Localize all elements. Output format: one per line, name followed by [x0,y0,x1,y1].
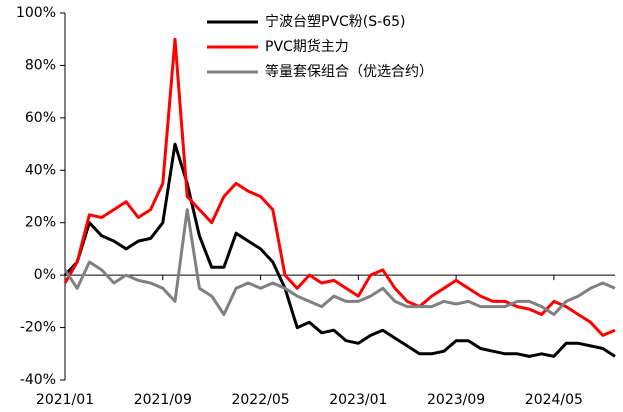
x-tick-label: 2022/05 [231,392,289,408]
legend-label: PVC期货主力 [265,38,349,55]
x-tick-label: 2021/09 [134,392,192,408]
y-tick-label: 20% [25,215,56,231]
y-tick-label: -40% [20,372,56,388]
series-line [63,208,616,316]
y-tick-label: 100% [16,5,56,21]
series-line [63,142,616,358]
legend-label: 宁波台塑PVC粉(S-65) [265,13,405,30]
y-tick-label: 60% [25,110,56,126]
y-tick-label: 40% [25,162,56,178]
x-tick-label: 2023/01 [329,392,387,408]
legend-label: 等量套保组合（优选合约） [265,63,433,80]
x-tick-label: 2021/01 [36,392,94,408]
y-tick-label: 0% [34,267,56,283]
y-tick-label: -20% [20,320,56,336]
x-tick-label: 2023/09 [427,392,485,408]
x-tick-label: 2024/05 [525,392,583,408]
y-tick-label: 80% [25,57,56,73]
series-line [63,37,616,337]
